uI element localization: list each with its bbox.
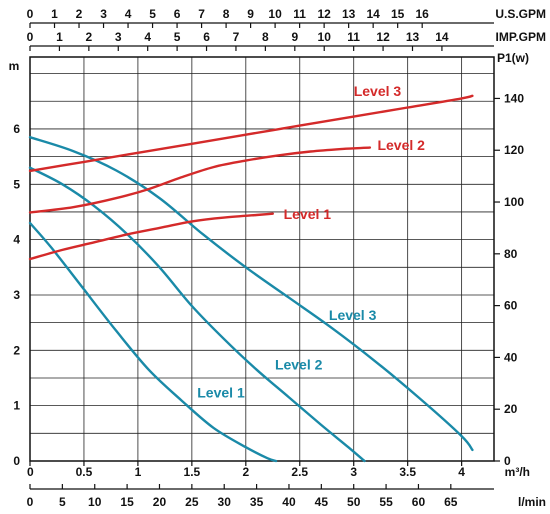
power-curve-label-level-3: Level 3 [354, 83, 402, 99]
head-tick-label: 1 [13, 399, 20, 413]
chart-curve-labels: Level 3 Level 2 Level 1 Level 3 Level 2 Level… [197, 83, 425, 401]
power-tick-label: 140 [504, 91, 524, 105]
usgpm-tick-label: 0 [27, 7, 34, 21]
usgpm-tick-label: 3 [100, 7, 107, 21]
lmin-tick-label: 50 [347, 495, 361, 509]
power-tick-label: 120 [504, 143, 524, 157]
m3h-tick-label: 4 [458, 465, 465, 479]
impgpm-tick-label: 3 [115, 30, 122, 44]
lmin-tick-label: 60 [412, 495, 426, 509]
head-tick-label: 4 [13, 233, 20, 247]
power-curve-level-3 [28, 94, 474, 173]
m3h-tick-label: 3 [350, 465, 357, 479]
usgpm-tick-label: 10 [268, 7, 282, 21]
usgpm-tick-label: 1 [51, 7, 58, 21]
usgpm-tick-label: 8 [223, 7, 230, 21]
head-tick-label: 6 [13, 122, 20, 136]
usgpm-tick-label: 2 [76, 7, 83, 21]
usgpm-tick-label: 15 [391, 7, 405, 21]
usgpm-tick-label: 7 [198, 7, 205, 21]
head-curve-label-level-1: Level 1 [197, 384, 245, 400]
lmin-tick-label: 65 [444, 495, 458, 509]
chart-axes [29, 22, 500, 490]
usgpm-tick-label: 4 [125, 7, 132, 21]
impgpm-tick-label: 14 [435, 30, 449, 44]
plot-frame [29, 56, 495, 462]
head-axis-label: m [9, 59, 20, 73]
lmin-tick-label: 0 [27, 495, 34, 509]
lmin-tick-label: 40 [282, 495, 296, 509]
usgpm-tick-label: 5 [149, 7, 156, 21]
impgpm-tick-label: 13 [406, 30, 420, 44]
impgpm-tick-label: 10 [318, 30, 332, 44]
m3h-tick-label: 3.5 [399, 465, 416, 479]
lmin-tick-label: 55 [379, 495, 393, 509]
impgpm-tick-label: 2 [86, 30, 93, 44]
impgpm-tick-label: 11 [347, 30, 360, 44]
impgpm-tick-label: 0 [27, 30, 34, 44]
lmin-tick-label: 30 [218, 495, 232, 509]
head-curve-level-3 [28, 136, 474, 452]
power-tick-label: 0 [504, 454, 511, 468]
impgpm-tick-label: 9 [291, 30, 298, 44]
impgpm-tick-label: 8 [262, 30, 269, 44]
m3h-tick-label: 1.5 [184, 465, 201, 479]
head-tick-label: 3 [13, 288, 20, 302]
impgpm-tick-label: 5 [174, 30, 181, 44]
usgpm-tick-label: 12 [317, 7, 331, 21]
usgpm-tick-label: 14 [366, 7, 380, 21]
power-tick-label: 100 [504, 195, 524, 209]
power-tick-label: 80 [504, 247, 518, 261]
lmin-tick-label: 10 [88, 495, 102, 509]
head-tick-label: 0 [13, 454, 20, 468]
m3h-tick-label: 0.5 [76, 465, 93, 479]
power-curve-label-level-2: Level 2 [377, 137, 425, 153]
impgpm-tick-label: 12 [376, 30, 390, 44]
m3h-tick-label: 2.5 [291, 465, 308, 479]
lmin-tick-label: 15 [120, 495, 134, 509]
m3h-tick-label: 2 [242, 465, 249, 479]
usgpm-tick-label: 6 [174, 7, 181, 21]
impgpm-tick-label: 6 [203, 30, 210, 44]
usgpm-tick-label: 16 [416, 7, 430, 21]
head-tick-label: 2 [13, 343, 20, 357]
head-curve-level-1 [28, 221, 278, 463]
power-tick-label: 20 [504, 402, 518, 416]
chart-grid [30, 57, 494, 461]
power-tick-label: 40 [504, 350, 518, 364]
head-curve-label-level-3: Level 3 [329, 307, 377, 323]
m3h-axis-label: m³/h [505, 465, 530, 479]
head-tick-label: 5 [13, 177, 20, 191]
power-tick-label: 60 [504, 299, 518, 313]
lmin-tick-label: 20 [153, 495, 167, 509]
power-curve-level-2 [28, 146, 372, 214]
power-axis-label: P1(w) [497, 51, 529, 65]
lmin-tick-label: 45 [315, 495, 329, 509]
usgpm-tick-label: 13 [342, 7, 356, 21]
impgpm-axis-label: IMP.GPM [496, 30, 546, 44]
m3h-tick-label: 1 [135, 465, 142, 479]
impgpm-tick-label: 4 [144, 30, 151, 44]
m3h-tick-label: 0 [27, 465, 34, 479]
impgpm-tick-label: 7 [233, 30, 240, 44]
lmin-tick-label: 5 [59, 495, 66, 509]
usgpm-tick-label: 11 [293, 7, 306, 21]
usgpm-tick-label: 9 [247, 7, 254, 21]
chart-curves [28, 94, 474, 463]
usgpm-axis-label: U.S.GPM [495, 7, 546, 21]
head-curve-label-level-2: Level 2 [275, 357, 323, 373]
lmin-tick-label: 35 [250, 495, 264, 509]
power-curve-label-level-1: Level 1 [284, 206, 332, 222]
impgpm-tick-label: 1 [56, 30, 63, 44]
lmin-axis-label: l/min [518, 495, 546, 509]
power-curve-level-1 [28, 212, 274, 261]
lmin-tick-label: 25 [185, 495, 199, 509]
